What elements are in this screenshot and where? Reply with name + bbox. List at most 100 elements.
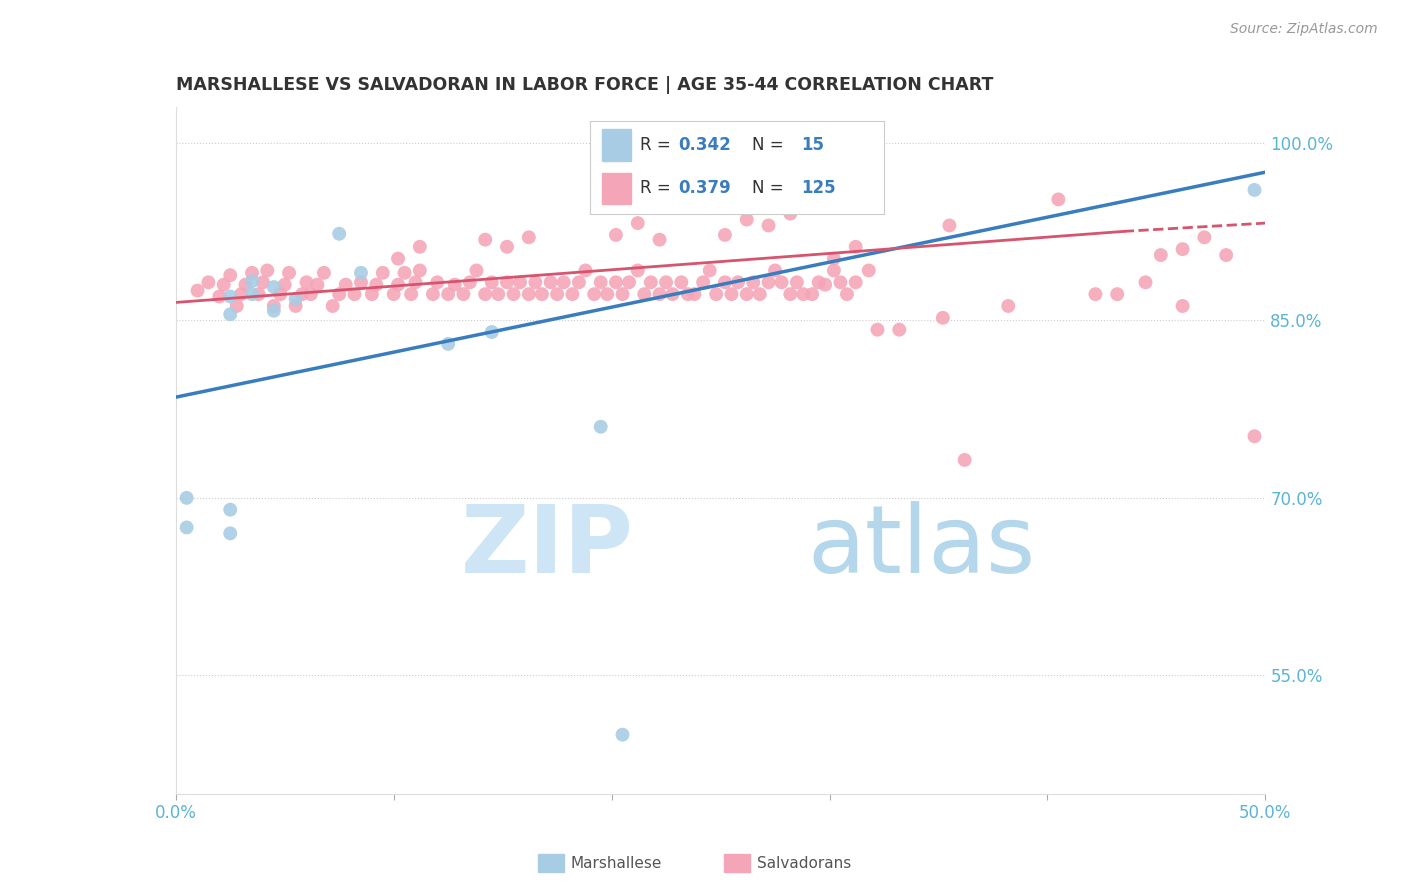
Point — [486, 287, 509, 301]
Point — [453, 287, 475, 301]
Point — [263, 303, 285, 318]
Point — [553, 275, 575, 289]
Point — [350, 266, 373, 280]
Point — [938, 219, 960, 233]
Point — [640, 275, 662, 289]
Point — [676, 287, 699, 301]
Point — [1171, 299, 1194, 313]
Point — [742, 275, 765, 289]
Point — [574, 263, 596, 277]
Point — [612, 728, 634, 742]
Point — [807, 275, 830, 289]
Point — [458, 275, 481, 289]
Point — [256, 263, 278, 277]
Point — [299, 287, 322, 301]
Point — [714, 275, 737, 289]
Point — [405, 275, 427, 289]
Point — [360, 287, 382, 301]
Point — [835, 287, 858, 301]
Text: Salvadorans: Salvadorans — [758, 855, 852, 871]
Point — [704, 287, 727, 301]
Point — [295, 275, 318, 289]
Point — [589, 419, 612, 434]
Point — [399, 287, 422, 301]
Text: Source: ZipAtlas.com: Source: ZipAtlas.com — [1230, 22, 1378, 37]
Point — [422, 287, 444, 301]
Bar — [724, 854, 749, 872]
Point — [1135, 275, 1157, 289]
Point — [1243, 183, 1265, 197]
Point — [763, 263, 786, 277]
Point — [212, 277, 235, 292]
Point — [312, 266, 335, 280]
Point — [284, 292, 307, 306]
Point — [394, 266, 416, 280]
Point — [343, 287, 366, 301]
Point — [605, 275, 627, 289]
Text: atlas: atlas — [807, 500, 1036, 592]
Point — [409, 240, 432, 254]
Point — [382, 287, 405, 301]
Point — [714, 227, 737, 242]
Text: ZIP: ZIP — [461, 500, 633, 592]
Point — [735, 287, 758, 301]
Point — [1107, 287, 1129, 301]
Text: Marshallese: Marshallese — [571, 855, 662, 871]
Point — [683, 287, 706, 301]
Point — [269, 287, 291, 301]
Point — [735, 212, 758, 227]
Point — [474, 287, 496, 301]
Point — [661, 287, 683, 301]
Point — [328, 227, 350, 241]
Point — [786, 275, 808, 289]
Point — [589, 275, 612, 289]
Point — [426, 275, 449, 289]
Point — [720, 287, 742, 301]
Point — [481, 275, 503, 289]
Point — [197, 275, 219, 289]
Point — [263, 299, 285, 313]
Point — [801, 287, 824, 301]
Point — [692, 275, 714, 289]
Point — [284, 299, 307, 313]
Point — [858, 263, 880, 277]
Point — [335, 277, 357, 292]
Point — [561, 287, 583, 301]
Point — [699, 263, 721, 277]
Point — [219, 307, 242, 321]
Point — [1194, 230, 1216, 244]
Point — [823, 263, 845, 277]
Point — [291, 287, 314, 301]
Point — [350, 275, 373, 289]
Point — [240, 287, 263, 301]
Point — [219, 502, 242, 516]
Point — [727, 275, 749, 289]
Point — [814, 277, 837, 292]
Point — [208, 289, 231, 303]
Point — [568, 275, 591, 289]
Point — [671, 275, 693, 289]
Point — [274, 277, 297, 292]
Point — [1150, 248, 1173, 262]
Point — [437, 287, 460, 301]
Point — [648, 233, 671, 247]
Point — [219, 289, 242, 303]
Point — [866, 323, 889, 337]
Text: MARSHALLESE VS SALVADORAN IN LABOR FORCE | AGE 35-44 CORRELATION CHART: MARSHALLESE VS SALVADORAN IN LABOR FORCE… — [176, 77, 993, 95]
Point — [496, 240, 519, 254]
Point — [823, 252, 845, 266]
Point — [176, 520, 198, 534]
Point — [247, 287, 270, 301]
Point — [1171, 242, 1194, 256]
Point — [240, 266, 263, 280]
Point — [496, 275, 519, 289]
Point — [889, 323, 911, 337]
Point — [524, 275, 547, 289]
Point — [443, 277, 465, 292]
Point — [517, 287, 540, 301]
Point — [792, 287, 814, 301]
Point — [387, 252, 409, 266]
Point — [779, 206, 801, 220]
Point — [997, 299, 1019, 313]
Point — [627, 263, 650, 277]
